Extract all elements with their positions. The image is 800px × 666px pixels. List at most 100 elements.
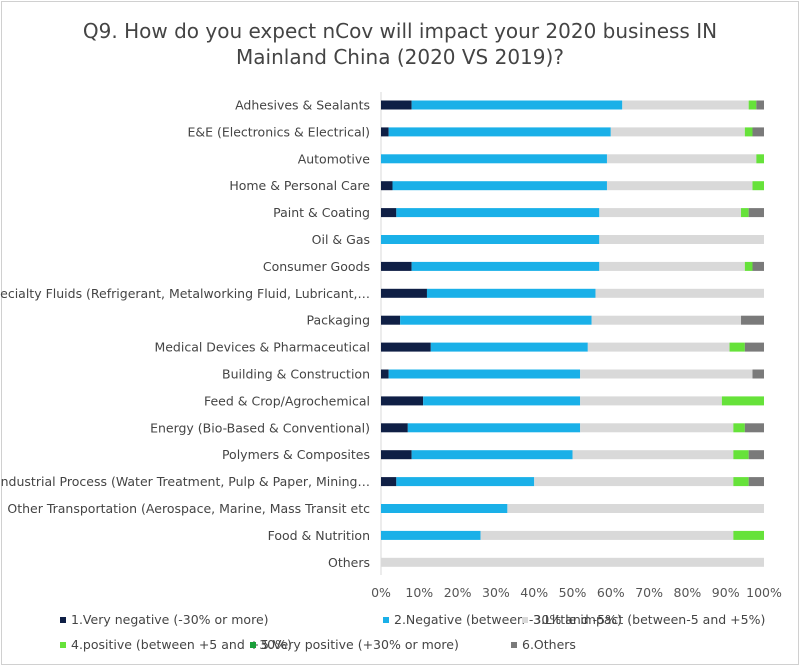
category-label: Feed & Crop/Agrochemical xyxy=(204,393,370,408)
bar-segment-series-2 xyxy=(396,208,600,218)
category-label: Industrial Process (Water Treatment, Pul… xyxy=(0,474,370,489)
bar-segment-series-6 xyxy=(748,208,764,218)
category-label: Consumer Goods xyxy=(263,259,370,274)
bar-segment-series-1 xyxy=(381,450,412,460)
category-label: Medical Devices & Pharmaceutical xyxy=(154,340,370,355)
bar-segment-series-6 xyxy=(744,342,764,352)
bar-segment-series-2 xyxy=(423,396,581,406)
bar-segment-series-6 xyxy=(752,261,764,271)
bar-segment-series-3 xyxy=(606,181,753,191)
bar-segment-series-1 xyxy=(381,396,424,406)
bar-segment-series-3 xyxy=(610,127,745,137)
bar-segment-series-2 xyxy=(396,477,535,487)
bar-segment-series-4 xyxy=(733,450,749,460)
bar-segment-series-4 xyxy=(733,423,745,433)
bar-segment-series-2 xyxy=(426,288,596,298)
bar-segment-series-4 xyxy=(733,477,749,487)
bar-segment-series-2 xyxy=(411,100,623,110)
category-label: Polymers & Composites xyxy=(222,447,370,462)
bar-segment-series-6 xyxy=(748,450,764,460)
bar-segment-series-2 xyxy=(381,530,481,540)
bar-segment-series-3 xyxy=(599,208,742,218)
bar-segment-series-3 xyxy=(595,288,764,298)
category-label: Paint & Coating xyxy=(273,205,370,220)
bar-segment-series-2 xyxy=(381,504,508,513)
bar-segment-series-4 xyxy=(744,127,753,137)
bar-segment-series-2 xyxy=(430,342,588,352)
category-label: Others xyxy=(328,555,370,570)
bar-segment-series-4 xyxy=(744,261,753,271)
bar-segment-series-6 xyxy=(752,127,764,137)
bar-segment-series-4 xyxy=(741,208,749,218)
bar-segment-series-3 xyxy=(599,235,764,244)
bar-segment-series-6 xyxy=(756,100,764,110)
bar-segment-series-4 xyxy=(756,154,764,164)
bar-segment-series-1 xyxy=(381,477,397,487)
bar-segment-series-3 xyxy=(591,315,742,325)
x-tick-label: 100% xyxy=(746,585,782,600)
bar-segment-series-1 xyxy=(381,342,431,352)
bar-segment-series-3 xyxy=(622,100,749,110)
bar-segment-series-1 xyxy=(381,369,389,379)
bar-segment-series-3 xyxy=(587,342,730,352)
category-label: Specialty Fluids (Refrigerant, Metalwork… xyxy=(0,286,370,301)
x-tick-label: 60% xyxy=(597,585,625,600)
bar-segment-series-3 xyxy=(606,154,757,164)
bar-segment-series-2 xyxy=(388,127,611,137)
category-label: E&E (Electronics & Electrical) xyxy=(187,124,370,139)
bar-segment-series-2 xyxy=(411,261,600,271)
category-label: Energy (Bio-Based & Conventional) xyxy=(150,420,370,435)
bar-segment-series-2 xyxy=(388,369,581,379)
bar-segment-series-2 xyxy=(400,315,592,325)
bar-segment-series-3 xyxy=(580,369,753,379)
bar-segment-series-4 xyxy=(729,342,745,352)
category-label: Food & Nutrition xyxy=(268,528,370,543)
bar-segment-series-1 xyxy=(381,100,412,110)
x-tick-label: 30% xyxy=(482,585,510,600)
x-tick-label: 40% xyxy=(520,585,548,600)
bar-segment-series-1 xyxy=(381,288,427,298)
category-label: Automotive xyxy=(298,151,371,166)
category-label: Adhesives & Sealants xyxy=(235,98,370,113)
bar-segment-series-3 xyxy=(507,504,764,513)
bar-segment-series-1 xyxy=(381,423,408,433)
bar-segment-series-3 xyxy=(580,423,734,433)
bar-segment-series-4 xyxy=(752,181,764,191)
x-tick-label: 20% xyxy=(444,585,472,600)
chart-title-line-2: Mainland China (2020 VS 2019)? xyxy=(236,45,564,69)
bar-segment-series-2 xyxy=(381,235,600,244)
category-label: Packaging xyxy=(307,313,370,328)
bar-segment-series-1 xyxy=(381,315,401,325)
bar-segment-series-4 xyxy=(721,396,764,406)
bar-segment-series-3 xyxy=(580,396,722,406)
category-label: Oil & Gas xyxy=(312,232,370,247)
chart-title: Q9. How do you expect nCov will impact y… xyxy=(0,18,800,70)
bar-segment-series-6 xyxy=(744,423,764,433)
bar-segment-series-1 xyxy=(381,208,397,218)
bar-segment-series-3 xyxy=(534,477,734,487)
bar-segment-series-2 xyxy=(411,450,573,460)
x-tick-label: 50% xyxy=(559,585,587,600)
category-label: Building & Construction xyxy=(222,367,370,382)
bar-segment-series-2 xyxy=(407,423,581,433)
category-label: Home & Personal Care xyxy=(229,178,370,193)
bar-segment-series-4 xyxy=(733,530,764,540)
bar-segment-series-6 xyxy=(752,369,764,379)
chart-title-line-1: Q9. How do you expect nCov will impact y… xyxy=(82,19,718,43)
bar-segment-series-1 xyxy=(381,127,389,137)
bar-segment-series-3 xyxy=(381,557,764,567)
x-tick-label: 10% xyxy=(405,585,433,600)
x-tick-label: 70% xyxy=(635,585,663,600)
bar-segment-series-2 xyxy=(392,181,607,191)
bar-segment-series-3 xyxy=(599,261,745,271)
bar-segment-series-4 xyxy=(748,100,757,110)
bar-segment-series-3 xyxy=(572,450,734,460)
bar-segment-series-3 xyxy=(480,530,734,540)
bar-segment-series-2 xyxy=(381,154,607,164)
x-tick-label: 90% xyxy=(712,585,740,600)
bar-segment-series-6 xyxy=(748,477,764,487)
x-tick-label: 80% xyxy=(674,585,702,600)
bar-segment-series-6 xyxy=(741,315,764,325)
category-label: Other Transportation (Aerospace, Marine,… xyxy=(7,501,370,516)
